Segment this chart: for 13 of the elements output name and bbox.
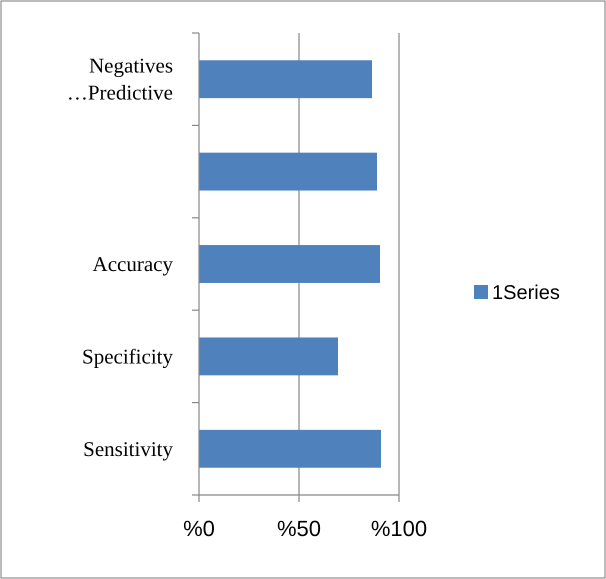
- bar: [199, 152, 377, 191]
- bar: [199, 245, 380, 283]
- bar: [199, 60, 372, 98]
- y-tick-label: Sensitivity: [83, 436, 174, 461]
- bar: [199, 337, 338, 376]
- y-tick-label: Negatives …Predictive: [66, 54, 173, 105]
- x-tick-label: %0: [183, 516, 215, 541]
- legend-label: 1Series: [492, 282, 560, 304]
- y-tick-label: Accuracy: [92, 252, 174, 276]
- y-tick-label: Specificity: [82, 344, 174, 368]
- x-tick-label: %50: [276, 516, 322, 541]
- x-tick-label: %100: [370, 516, 428, 541]
- bar: [199, 430, 381, 468]
